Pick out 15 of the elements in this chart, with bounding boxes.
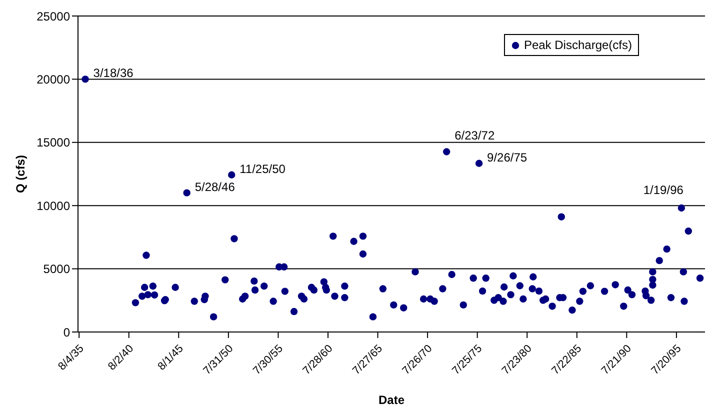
legend-label: Peak Discharge(cfs): [524, 38, 632, 52]
annotation: 3/18/36: [93, 66, 134, 80]
annotation: 6/23/72: [454, 128, 495, 142]
y-axis-title: Q (cfs): [13, 154, 28, 194]
annotation: 9/26/75: [487, 150, 528, 164]
annotation: 11/25/50: [240, 162, 286, 176]
y-tick-label: 20000: [36, 72, 70, 86]
y-tick-label: 0: [63, 325, 70, 340]
y-tick-label: 10000: [36, 198, 70, 213]
y-tick-label: 25000: [36, 9, 70, 24]
y-tick-label: 5000: [43, 262, 70, 276]
y-tick-label: 15000: [36, 136, 70, 150]
x-axis-title: Date: [378, 393, 405, 407]
annotation: 1/19/96: [643, 183, 684, 197]
annotation: 5/28/46: [194, 180, 236, 194]
